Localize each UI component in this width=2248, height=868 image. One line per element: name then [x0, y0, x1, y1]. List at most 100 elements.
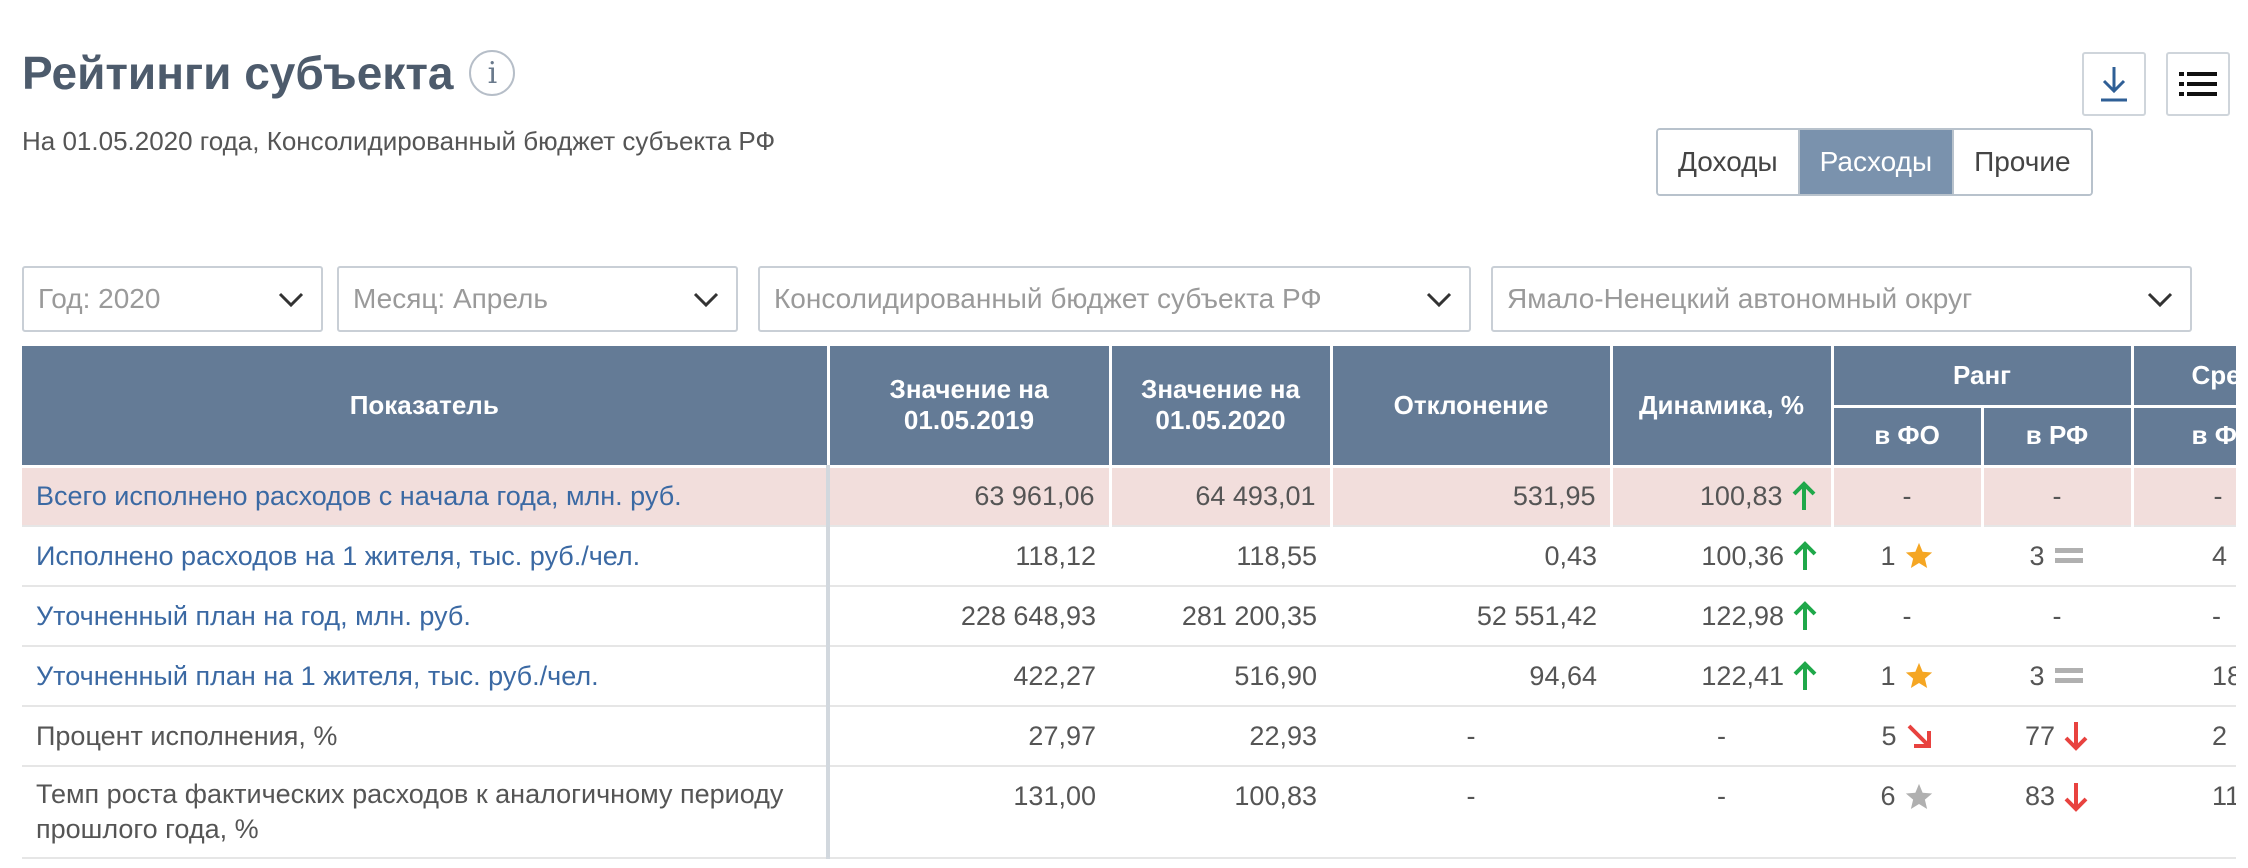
cell-average-fo: 4 [2132, 526, 2236, 587]
cell-value-2019: 63 961,06 [828, 466, 1112, 527]
arrow-down-icon [2064, 722, 2088, 751]
year-dropdown[interactable]: Год: 2020 [22, 266, 323, 332]
cell-rank-fo: - [1832, 466, 1984, 527]
cell-rank-fo: 1 [1832, 526, 1982, 587]
month-dropdown[interactable]: Месяц: Апрель [337, 266, 738, 332]
header-rank-rf: в РФ [1982, 406, 2134, 468]
year-dropdown-label: Год: 2020 [38, 283, 161, 314]
cell-dynamics: - [1611, 766, 1832, 859]
cell-rank-fo: 5 [1832, 706, 1982, 767]
chevron-down-icon [693, 292, 719, 308]
equal-icon [2054, 668, 2083, 683]
cell-dynamics: 100,83 [1611, 466, 1834, 527]
rank-value: 83 [2024, 781, 2056, 811]
segment-expenses-button[interactable]: Расходы [1799, 130, 1955, 194]
cell-value-2020: 100,83 [1110, 766, 1331, 859]
chevron-down-icon [278, 292, 304, 308]
cell-rank-rf: - [1982, 586, 2132, 647]
segment-income-button[interactable]: Доходы [1658, 130, 1800, 194]
row-indicator-label: Процент исполнения, % [22, 706, 830, 767]
list-icon [2179, 72, 2217, 96]
dynamics-value: 122,41 [1701, 660, 1784, 691]
rank-value: 77 [2024, 720, 2056, 751]
cell-average-fo: - [2132, 586, 2236, 647]
chevron-down-icon [1426, 292, 1452, 308]
cell-average-fo: 18 [2132, 646, 2236, 707]
cell-value-2020: 516,90 [1110, 646, 1331, 707]
arrow-down-icon [2064, 782, 2088, 812]
segment-other-button[interactable]: Прочие [1954, 130, 2091, 194]
cell-rank-rf: 3 [1982, 646, 2132, 707]
cell-average-fo: 2 [2132, 706, 2236, 767]
header-dynamics: Динамика, % [1611, 346, 1834, 468]
budget-dropdown-label: Консолидированный бюджет субъекта РФ [774, 283, 1322, 314]
month-dropdown-label: Месяц: Апрель [353, 283, 548, 314]
cell-value-2019: 118,12 [828, 526, 1110, 587]
cell-dynamics: 122,98 [1611, 586, 1832, 647]
row-indicator-link[interactable]: Уточненный план на год, млн. руб. [22, 586, 830, 647]
cell-average-fo: - [2132, 466, 2236, 527]
cell-dynamics: 100,36 [1611, 526, 1832, 587]
ratings-table: Показатель Значение на 01.05.2019 Значен… [22, 346, 2236, 859]
ratings-table-container[interactable]: Показатель Значение на 01.05.2019 Значен… [22, 346, 2236, 868]
cell-rank-rf: 77 [1982, 706, 2132, 767]
cell-rank-rf: - [1982, 466, 2134, 527]
star-gray-icon [1905, 783, 1932, 809]
cell-value-2019: 228 648,93 [828, 586, 1110, 647]
page-title: Рейтинги субъекта i [22, 46, 516, 100]
region-dropdown[interactable]: Ямало-Ненецкий автономный округ [1491, 266, 2192, 332]
download-button[interactable] [2082, 52, 2146, 116]
page-title-text: Рейтинги субъекта [22, 47, 454, 99]
region-dropdown-label: Ямало-Ненецкий автономный округ [1507, 283, 1973, 314]
budget-dropdown[interactable]: Консолидированный бюджет субъекта РФ [758, 266, 1471, 332]
table-row: Уточненный план на 1 жителя, тыс. руб./ч… [22, 646, 2236, 707]
row-indicator-label: Темп роста фактических расходов к аналог… [22, 766, 830, 859]
header-value-2019: Значение на 01.05.2019 [828, 346, 1112, 468]
table-row: Процент исполнения, % 27,97 22,93 - - 5 … [22, 706, 2236, 767]
table-row: Уточненный план на год, млн. руб. 228 64… [22, 586, 2236, 647]
cell-rank-rf: 3 [1982, 526, 2132, 587]
chevron-down-icon [2147, 292, 2173, 308]
star-gold-icon [1905, 662, 1932, 688]
equal-icon [2054, 548, 2083, 563]
header-rank-fo: в ФО [1832, 406, 1984, 468]
rank-value: 1 [1880, 540, 1896, 571]
cell-deviation: 531,95 [1331, 466, 1613, 527]
cell-deviation: 52 551,42 [1331, 586, 1611, 647]
cell-dynamics: 122,41 [1611, 646, 1832, 707]
cell-rank-fo: 6 [1832, 766, 1982, 859]
arrow-down-right-icon [1907, 724, 1931, 748]
cell-deviation: - [1331, 706, 1611, 767]
rank-value: 3 [2029, 540, 2045, 571]
star-gold-icon [1905, 542, 1932, 568]
header-value-2020: Значение на 01.05.2020 [1110, 346, 1333, 468]
info-icon[interactable]: i [469, 50, 516, 96]
row-indicator-link[interactable]: Исполнено расходов на 1 жителя, тыс. руб… [22, 526, 830, 587]
cell-value-2020: 281 200,35 [1110, 586, 1331, 647]
header-average: Среднее [2132, 346, 2236, 408]
row-indicator-link[interactable]: Всего исполнено расходов с начала года, … [22, 466, 830, 527]
table-row: Всего исполнено расходов с начала года, … [22, 466, 2236, 527]
rank-value: 3 [2029, 660, 2045, 691]
cell-value-2019: 27,97 [828, 706, 1110, 767]
download-icon [2101, 67, 2127, 102]
list-view-button[interactable] [2166, 52, 2230, 116]
arrow-up-icon [1793, 601, 1817, 630]
header-rank: Ранг [1832, 346, 2134, 408]
rank-value: 5 [1881, 720, 1897, 751]
cell-deviation: 0,43 [1331, 526, 1611, 587]
cell-deviation: 94,64 [1331, 646, 1611, 707]
cell-value-2020: 64 493,01 [1110, 466, 1333, 527]
dynamics-value: 100,36 [1701, 540, 1784, 571]
cell-average-fo: 11 [2132, 766, 2236, 859]
category-segment: Доходы Расходы Прочие [1656, 128, 2093, 196]
cell-rank-rf: 83 [1982, 766, 2132, 859]
cell-rank-fo: 1 [1832, 646, 1982, 707]
row-indicator-link[interactable]: Уточненный план на 1 жителя, тыс. руб./ч… [22, 646, 830, 707]
dynamics-value: 100,83 [1699, 480, 1783, 511]
arrow-up-icon [1793, 541, 1817, 570]
cell-rank-fo: - [1832, 586, 1982, 647]
arrow-up-icon [1792, 481, 1815, 511]
header-average-fo: в ФО [2132, 406, 2236, 468]
dynamics-value: 122,98 [1701, 600, 1784, 631]
